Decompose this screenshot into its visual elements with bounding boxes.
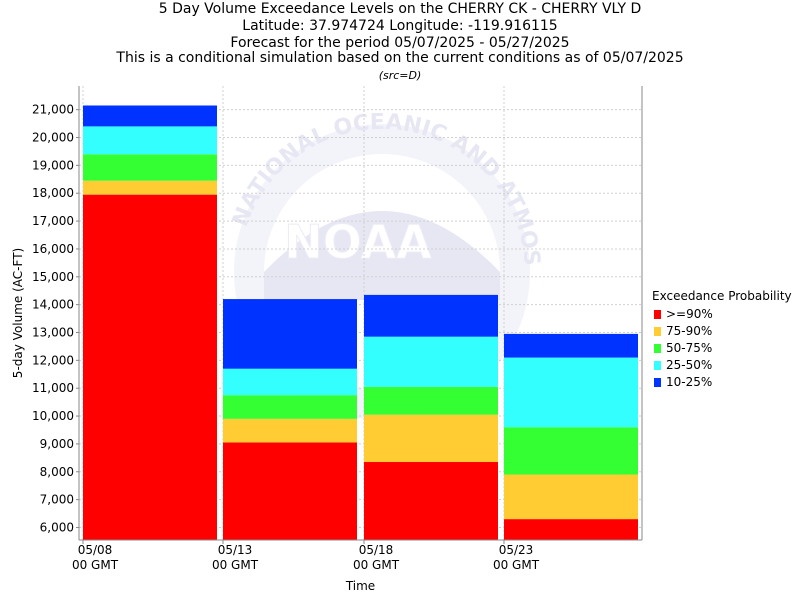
legend-item: 75-90% [652, 323, 792, 340]
x-tick-label-time: 00 GMT [72, 558, 119, 572]
chart-title: 5 Day Volume Exceedance Levels on the CH… [158, 1, 642, 17]
bar-segment-2-4 [364, 294, 498, 337]
bar-segment-2-0 [364, 462, 498, 540]
y-tick-label: 6,000 [40, 520, 74, 534]
legend-item: >=90% [652, 306, 792, 323]
y-tick-label: 15,000 [32, 270, 74, 284]
legend-swatch [654, 327, 661, 336]
y-tick-label: 16,000 [32, 242, 74, 256]
noaa-seal-wing [264, 211, 500, 300]
y-tick-label: 21,000 [32, 103, 74, 117]
bar-segment-1-3 [223, 368, 357, 396]
legend-swatch [654, 344, 661, 353]
legend-item: 25-50% [652, 357, 792, 374]
bar-segment-3-3 [504, 357, 638, 428]
bar-segment-0-2 [83, 154, 217, 181]
bar-segment-2-2 [364, 386, 498, 415]
bar-segment-3-4 [504, 333, 638, 358]
chart-legend: Exceedance Probability >=90% 75-90% 50-75%… [652, 289, 792, 391]
x-tick-label: 05/08 [78, 543, 113, 557]
legend-label: 75-90% [666, 324, 713, 338]
x-axis-label: Time [345, 579, 375, 593]
chart-forecast-period: Forecast for the period 05/07/2025 - 05/… [230, 35, 570, 51]
bar-segment-3-1 [504, 474, 638, 520]
legend-label: 25-50% [666, 358, 713, 372]
chart-bars [83, 105, 638, 540]
x-tick-label: 05/23 [499, 543, 534, 557]
x-tick-label: 05/18 [359, 543, 394, 557]
y-tick-label: 13,000 [32, 325, 74, 339]
y-tick-label: 7,000 [40, 493, 74, 507]
x-tick-label-time: 00 GMT [212, 558, 259, 572]
y-tick-label: 11,000 [32, 381, 74, 395]
y-tick-label: 8,000 [40, 465, 74, 479]
y-tick-label: 17,000 [32, 214, 74, 228]
y-tick-label: 10,000 [32, 409, 74, 423]
bar-segment-3-2 [504, 427, 638, 475]
bar-segment-1-4 [223, 299, 357, 369]
y-axis-label: 5-day Volume (AC-FT) [11, 248, 25, 378]
legend-label: >=90% [666, 307, 713, 321]
bar-segment-0-1 [83, 180, 217, 195]
bar-segment-2-1 [364, 414, 498, 463]
x-tick-label-time: 00 GMT [353, 558, 400, 572]
y-tick-label: 14,000 [32, 298, 74, 312]
y-tick-label: 18,000 [32, 186, 74, 200]
bar-segment-1-0 [223, 442, 357, 540]
legend-item: 10-25% [652, 374, 792, 391]
legend-swatch [654, 378, 661, 387]
y-tick-label: 9,000 [40, 437, 74, 451]
bar-segment-3-0 [504, 519, 638, 540]
noaa-logo-text: NOAA [284, 215, 432, 269]
bar-segment-1-2 [223, 395, 357, 419]
legend-label: 50-75% [666, 341, 713, 355]
y-tick-label: 19,000 [32, 158, 74, 172]
chart-location: Latitude: 37.974724 Longitude: -119.9161… [242, 18, 558, 34]
chart-source-note: (src=D) [378, 69, 422, 82]
bar-segment-0-0 [83, 194, 217, 540]
bar-segment-2-3 [364, 336, 498, 387]
legend-label: 10-25% [666, 375, 713, 389]
legend-title: Exceedance Probability [652, 289, 792, 303]
chart-axes: 6,000 7,000 8,000 9,000 10,000 11,000 12,000 13… [32, 86, 643, 572]
chart-conditions-note: This is a conditional simulation based o… [116, 50, 684, 66]
bar-segment-0-4 [83, 105, 217, 127]
legend-item: 50-75% [652, 340, 792, 357]
bar-segment-1-1 [223, 418, 357, 443]
y-tick-label: 20,000 [32, 131, 74, 145]
y-tick-label: 12,000 [32, 353, 74, 367]
bar-segment-0-3 [83, 126, 217, 155]
x-tick-label: 05/13 [218, 543, 253, 557]
legend-swatch [654, 361, 661, 370]
legend-swatch [654, 310, 661, 319]
x-tick-label-time: 00 GMT [493, 558, 540, 572]
